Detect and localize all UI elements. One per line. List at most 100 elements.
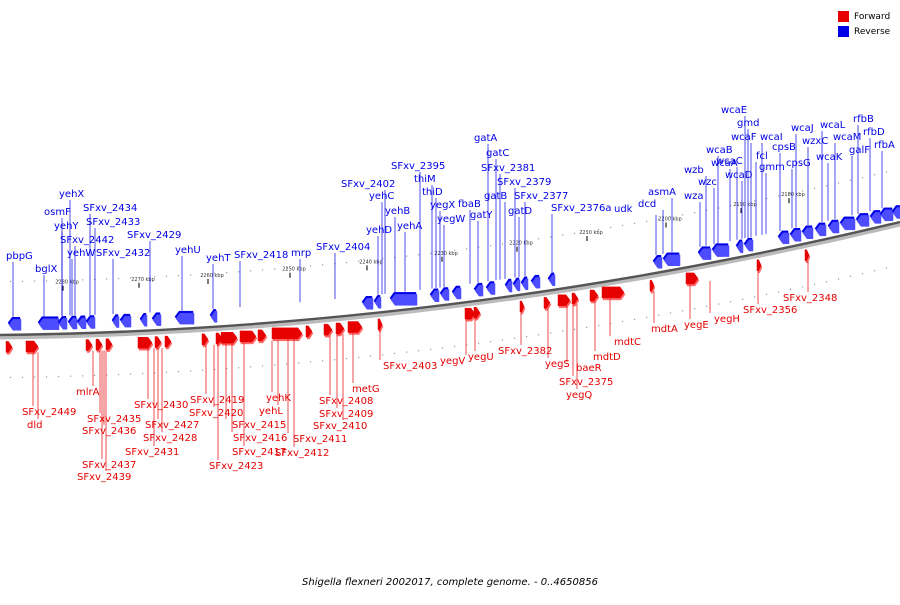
reverse-gene-label: yegW (437, 214, 465, 225)
reverse-gene-label: udk (614, 204, 633, 215)
reverse-gene-arrow-shade (744, 239, 754, 252)
ruler-dot (646, 316, 648, 318)
ruler-dot (82, 375, 84, 377)
ruler-dot (454, 249, 456, 251)
reverse-gene-arrow-shade (86, 317, 96, 329)
forward-gene-arrow (589, 289, 599, 302)
forward-swatch (838, 11, 849, 22)
reverse-gene-label: SFxv_2376a (551, 203, 612, 214)
ruler-dot (190, 274, 192, 276)
ruler-dot (370, 259, 372, 261)
ruler-dot (826, 185, 828, 187)
ruler-dot (574, 328, 576, 330)
ruler-dot (478, 342, 480, 344)
forward-gene-label: yegS (545, 359, 570, 370)
reverse-gene-arrow-shade (521, 278, 529, 291)
ruler-dot (334, 359, 336, 361)
ruler-dot (202, 273, 204, 275)
reverse-gene-label: wcaJ (791, 123, 814, 134)
reverse-gene-label: yehW (67, 248, 95, 259)
ruler-dot (766, 197, 768, 200)
reverse-gene-label: yehC (369, 191, 394, 202)
reverse-gene-arrow-shade (452, 287, 462, 300)
reverse-gene-label: pbpG (6, 251, 33, 262)
forward-gene-label: SFxv_2431 (125, 447, 179, 458)
forward-gene-arrow (473, 307, 481, 319)
reverse-gene-label: wza (684, 191, 704, 202)
ruler-dot (514, 241, 516, 243)
ruler-dot (10, 376, 12, 379)
ruler-dot (178, 370, 180, 373)
ruler-dot (610, 226, 612, 229)
ruler-dot (730, 205, 732, 207)
ruler-dot (490, 245, 492, 247)
ruler-dot (58, 279, 60, 282)
forward-gene-label: yehK (266, 393, 291, 404)
reverse-gene-arrow-shade (440, 289, 450, 301)
reverse-gene-arrow-shade (120, 315, 132, 328)
forward-gene-arrow (377, 318, 383, 331)
ruler-dot (886, 267, 888, 269)
forward-gene-label: baeR (576, 363, 602, 374)
forward-gene-label: SFxv_2435 (87, 414, 141, 425)
ruler-dot (754, 296, 756, 298)
ruler-dot (790, 192, 792, 195)
forward-gene-label: SFxv_2416 (233, 433, 287, 444)
forward-gene-label: SFxv_2348 (783, 293, 837, 304)
ruler-dot (46, 280, 48, 282)
ruler-dot (322, 264, 324, 266)
forward-gene-arrow (571, 292, 579, 305)
ruler-dot (94, 278, 96, 281)
forward-gene-label: SFxv_2375 (559, 377, 613, 388)
forward-gene-arrow (347, 321, 363, 333)
ruler-dot (634, 222, 636, 225)
ruler-dot (382, 354, 384, 356)
scale-tick-label: 2250 kbp (282, 267, 306, 273)
scale-tick-label: 2230 kbp (434, 251, 458, 257)
reverse-gene-label: yehT (206, 253, 231, 264)
ruler-dot (106, 278, 108, 280)
reverse-swatch (838, 26, 849, 37)
ruler-dot (586, 326, 588, 329)
scale-tick-label: 2240 kbp (359, 259, 383, 265)
ruler-dot (250, 366, 252, 368)
forward-gene-arrow (164, 335, 172, 348)
reverse-gene-arrow-shade (736, 241, 744, 254)
reverse-gene-arrow-shade (68, 317, 78, 330)
ruler-dot (814, 283, 816, 285)
reverse-gene-label: SFxv_2433 (86, 217, 140, 228)
ruler-dot (778, 195, 780, 197)
ruler-dot (190, 370, 192, 372)
ruler-dot (850, 179, 852, 181)
reverse-gene-arrow-shade (77, 317, 87, 330)
ruler-dot (322, 360, 324, 362)
reverse-gene-arrow-shade (362, 298, 374, 310)
ruler-dot (466, 344, 468, 346)
reverse-gene-label: yehD (366, 225, 392, 236)
reverse-gene-arrow-shade (505, 280, 513, 293)
ruler-dot (130, 277, 132, 279)
ruler-dot (394, 352, 396, 355)
legend-forward-label: Forward (854, 11, 891, 22)
forward-gene-label: SFxv_2449 (22, 407, 76, 418)
reverse-gene-label: wcaD (725, 170, 753, 181)
reverse-gene-arrow-shade (856, 215, 870, 227)
reverse-gene-label: yegX (430, 200, 455, 211)
forward-gene-label: SFxv_2410 (313, 421, 367, 432)
reverse-gene-label: gatC (486, 148, 509, 159)
ruler-dot (154, 276, 156, 278)
ruler-dot (862, 176, 864, 179)
reverse-gene-label: SFxv_2381 (481, 163, 535, 174)
ruler-dot (286, 267, 288, 269)
reverse-gene-arrow-shade (815, 224, 827, 237)
forward-gene-arrow (557, 294, 571, 307)
ruler-dot (850, 275, 852, 277)
forward-gene-label: mlrA (76, 387, 100, 398)
ruler-dot (94, 374, 96, 377)
forward-gene-arrow (105, 338, 113, 351)
reverse-gene-label: SFxv_2404 (316, 242, 370, 253)
forward-gene-label: SFxv_2403 (383, 361, 437, 372)
reverse-gene-label: yehB (385, 206, 410, 217)
forward-gene-arrow (519, 300, 525, 313)
ruler-dot (202, 369, 204, 371)
